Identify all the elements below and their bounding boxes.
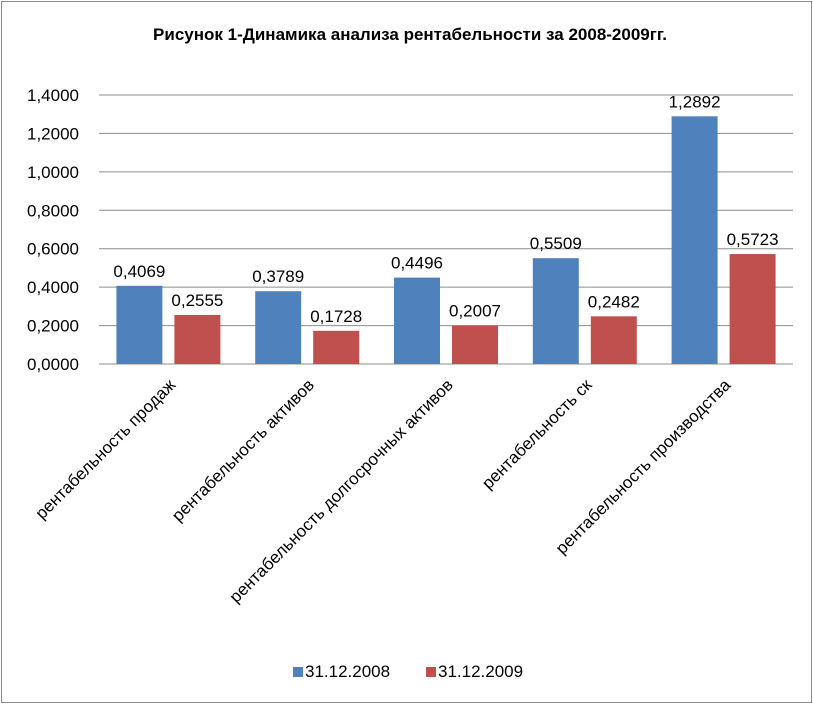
y-tick-label: 1,2000 [27, 124, 79, 143]
category-label: рентабельность ск [478, 375, 596, 493]
y-tick-label: 0,4000 [27, 278, 79, 297]
y-tick-label: 1,4000 [27, 86, 79, 105]
category-label: рентабельность продаж [32, 375, 180, 523]
y-tick-label: 0,2000 [27, 317, 79, 336]
data-label: 0,5723 [727, 230, 779, 249]
bar-2009-3 [590, 316, 637, 364]
data-label: 0,5509 [530, 234, 582, 253]
category-label: рентабельность активов [168, 375, 318, 525]
bar-2009-0 [174, 314, 221, 364]
data-label: 0,2007 [449, 301, 501, 320]
legend: 31.12.2008 31.12.2009 [293, 662, 523, 681]
bar-2008-2 [394, 277, 440, 364]
data-label: 0,2555 [171, 291, 223, 310]
bar-2008-0 [116, 285, 163, 364]
bar-2008-1 [255, 291, 302, 364]
legend-swatch [293, 667, 303, 677]
y-tick-label: 0,0000 [27, 355, 79, 374]
data-label: 1,2892 [669, 92, 721, 111]
bar-2008-3 [532, 258, 579, 364]
bar-2008-4 [671, 116, 718, 364]
legend-swatch [426, 667, 436, 677]
bar-2009-2 [452, 325, 498, 364]
data-label: 0,4496 [391, 254, 443, 273]
data-label: 0,2482 [588, 292, 640, 311]
data-labels: 0,4069 0,2555 0,3789 0,1728 0,4496 0,2007 0,55… [113, 92, 778, 326]
bar-2009-1 [313, 330, 360, 364]
legend-label: 31.12.2008 [305, 662, 390, 681]
data-label: 0,3789 [252, 267, 304, 286]
y-tick-label: 1,0000 [27, 163, 79, 182]
y-tick-label: 0,6000 [27, 240, 79, 259]
bars [116, 116, 776, 364]
chart-title: Рисунок 1-Динамика анализа рентабельност… [153, 25, 667, 44]
legend-label: 31.12.2009 [438, 662, 523, 681]
bar-2009-4 [729, 254, 776, 364]
data-label: 0,4069 [113, 262, 165, 281]
y-tick-label: 0,8000 [27, 201, 79, 220]
category-label: рентабельность долгосрочных активов [226, 375, 457, 606]
y-axis-ticks: 0,0000 0,2000 0,4000 0,6000 0,8000 1,0000 1,20… [27, 86, 79, 374]
data-label: 0,1728 [310, 307, 362, 326]
